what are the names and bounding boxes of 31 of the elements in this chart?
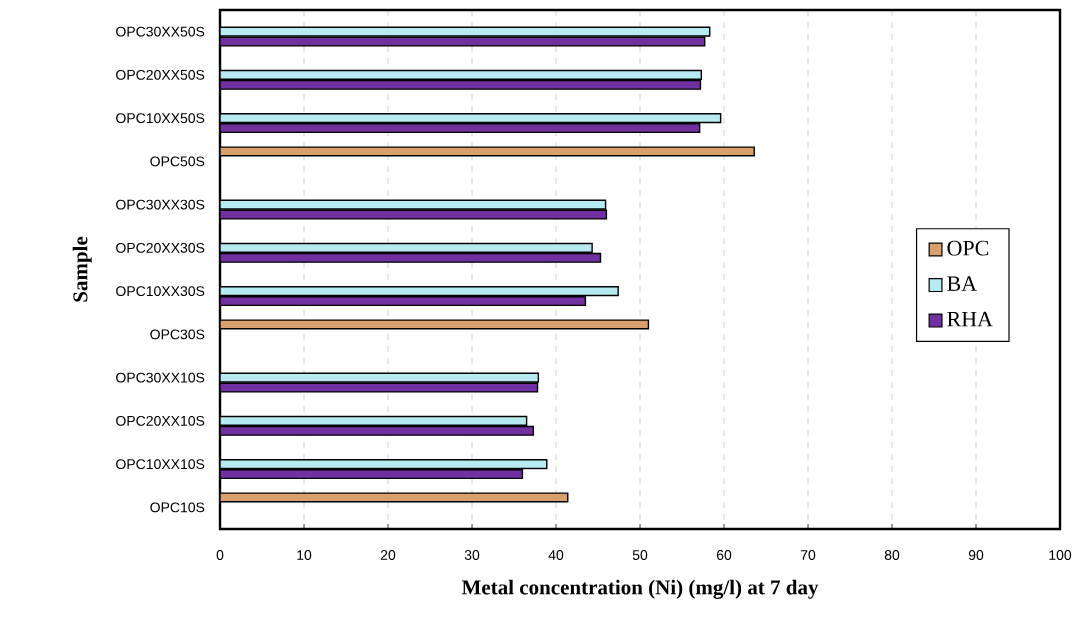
legend-label: OPC — [947, 240, 989, 256]
x-tick-label: 40 — [548, 550, 564, 560]
y-tick-label: OPC30XX30S — [116, 199, 205, 210]
x-tick-label: 30 — [464, 550, 480, 560]
y-tick-label: OPC10XX30S — [116, 286, 205, 297]
y-tick-label: OPC20XX10S — [116, 415, 205, 426]
x-tick-label: 60 — [716, 550, 732, 560]
bar — [220, 459, 548, 470]
y-tick-label: OPC30XX50S — [116, 26, 205, 37]
x-tick-label: 0 — [216, 550, 224, 560]
y-tick-label: OPC30XX10S — [116, 372, 205, 383]
x-tick-label: 10 — [297, 550, 312, 560]
y-tick-label: OPC10XX10S — [116, 459, 205, 470]
x-axis-title: Metal concentration (Ni) (mg/l) at 7 day — [461, 579, 819, 599]
y-tick-label: OPC10XX50S — [116, 113, 205, 124]
y-tick-label: OPC50S — [150, 156, 205, 167]
bar — [220, 286, 619, 297]
x-tick-label: 50 — [632, 550, 648, 560]
x-tick-label: 80 — [884, 550, 900, 560]
x-tick-label: 100 — [1049, 550, 1072, 560]
bar — [220, 113, 722, 124]
legend-label: BA — [947, 276, 977, 291]
x-tick-label: 70 — [800, 550, 816, 560]
legend-label: RHA — [947, 311, 993, 327]
y-tick-label: OPC20XX30S — [116, 242, 205, 253]
y-tick-label: OPC30S — [150, 329, 205, 340]
x-tick-label: 90 — [968, 550, 984, 560]
y-tick-label: OPC20XX50S — [116, 69, 205, 80]
y-tick-label: OPC10S — [150, 502, 205, 513]
y-axis-title: Sample — [72, 236, 92, 302]
x-tick-label: 20 — [380, 550, 396, 560]
